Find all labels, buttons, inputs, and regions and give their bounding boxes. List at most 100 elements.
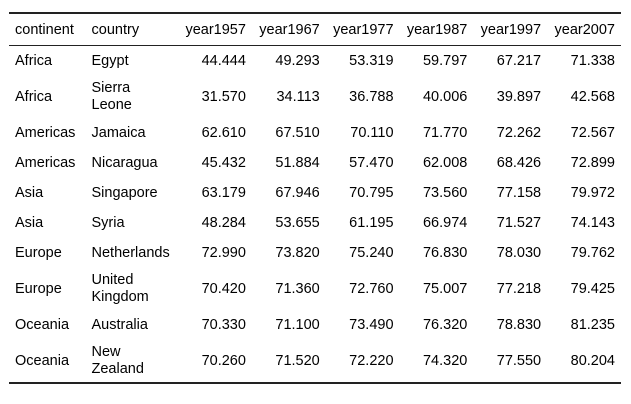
cell-year1977: 53.319 [349,52,394,69]
cell-country: Nicaragua [91,154,158,171]
cell-year1957: 44.444 [201,52,246,69]
cell-year1967: 67.946 [275,184,320,201]
cell-continent: Europe [15,280,62,297]
cell-year1957: 70.260 [201,352,246,369]
table-row: Asia Syria 48.284 53.655 61.195 66.974 71.527 7… [9,208,621,238]
cell-year1967: 51.884 [275,154,320,171]
cell-year1957: 63.179 [201,184,246,201]
column-header-year1977: year1977 [333,21,394,38]
cell-year1997: 78.030 [496,244,542,261]
cell-year1997: 67.217 [496,52,542,69]
cell-year1957: 31.570 [201,88,246,105]
cell-year1987: 76.830 [422,244,468,261]
cell-continent: Oceania [15,316,70,333]
column-header-continent: continent [15,21,74,38]
cell-country: United Kingdom [91,272,149,305]
cell-year1987: 40.006 [422,88,468,105]
cell-year1987: 66.974 [422,214,468,231]
cell-year2007: 74.143 [570,214,615,231]
cell-continent: Africa [15,88,53,105]
life-expectancy-table: continent country year1957 year1967 year1977… [9,12,621,384]
cell-year1977: 72.220 [349,352,394,369]
cell-year1987: 73.560 [422,184,468,201]
cell-year1987: 59.797 [422,52,468,69]
cell-continent: Oceania [15,352,70,369]
table-row: Oceania Australia 70.330 71.100 73.490 76.320… [9,310,621,340]
cell-year1997: 78.830 [496,316,542,333]
cell-year1957: 70.420 [201,280,246,297]
cell-year2007: 79.762 [570,244,615,261]
cell-continent: Asia [15,214,44,231]
table-row: Europe United Kingdom 70.420 71.360 72.760 75… [9,268,621,310]
cell-year2007: 80.204 [570,352,615,369]
cell-country: Australia [91,316,148,333]
cell-year1997: 77.550 [496,352,542,369]
column-header-year1997: year1997 [480,21,542,38]
cell-year1967: 49.293 [275,52,320,69]
cell-year1997: 77.158 [496,184,542,201]
cell-year1987: 74.320 [422,352,468,369]
cell-year1987: 62.008 [422,154,468,171]
cell-year1967: 53.655 [275,214,320,231]
table-row: Africa Sierra Leone 31.570 34.113 36.788 40.0… [9,76,621,118]
cell-year1967: 71.520 [275,352,320,369]
cell-continent: Americas [15,124,76,141]
table-row: Americas Jamaica 62.610 67.510 70.110 71.770 7… [9,118,621,148]
cell-country: Singapore [91,184,158,201]
cell-year1957: 70.330 [201,316,246,333]
header-row: continent country year1957 year1967 year1977… [9,13,621,46]
table-header: continent country year1957 year1967 year1977… [9,13,621,46]
column-header-year1967: year1967 [259,21,320,38]
cell-country: Egypt [91,52,129,69]
cell-country: Netherlands [91,244,170,261]
table-row: Africa Egypt 44.444 49.293 53.319 59.797 67.21… [9,46,621,77]
cell-year1987: 71.770 [422,124,468,141]
table-row: Europe Netherlands 72.990 73.820 75.240 76.83… [9,238,621,268]
cell-year1987: 76.320 [422,316,468,333]
cell-year1957: 72.990 [201,244,246,261]
cell-year1977: 72.760 [349,280,394,297]
cell-year1977: 70.795 [349,184,394,201]
cell-continent: Africa [15,52,53,69]
cell-year1997: 77.218 [496,280,542,297]
cell-year1957: 48.284 [201,214,246,231]
cell-year1977: 61.195 [349,214,394,231]
cell-year1967: 34.113 [276,88,320,105]
cell-year2007: 42.568 [570,88,615,105]
cell-year1977: 73.490 [349,316,394,333]
column-header-year2007: year2007 [554,21,615,38]
table-row: Asia Singapore 63.179 67.946 70.795 73.560 77.… [9,178,621,208]
cell-year1997: 72.262 [496,124,542,141]
table-body: Africa Egypt 44.444 49.293 53.319 59.797 67.21… [9,46,621,383]
cell-year2007: 71.338 [570,52,615,69]
cell-year1957: 62.610 [201,124,246,141]
cell-year1977: 57.470 [349,154,394,171]
data-table-container: continent country year1957 year1967 year1977… [9,12,621,384]
cell-year2007: 81.235 [570,316,615,333]
cell-continent: Asia [15,184,44,201]
cell-year1957: 45.432 [201,154,246,171]
cell-year1997: 39.897 [496,88,542,105]
cell-country: Sierra Leone [91,80,132,113]
cell-year1967: 67.510 [275,124,320,141]
table-row: Oceania New Zealand 70.260 71.520 72.220 74.3… [9,340,621,383]
cell-year2007: 72.567 [570,124,615,141]
cell-year1967: 71.360 [275,280,320,297]
cell-continent: Americas [15,154,76,171]
cell-year1967: 73.820 [275,244,320,261]
table-row: Americas Nicaragua 45.432 51.884 57.470 62.00… [9,148,621,178]
cell-year1977: 70.110 [350,124,394,141]
cell-country: Jamaica [91,124,146,141]
cell-year1967: 71.100 [275,316,320,333]
cell-year1997: 71.527 [496,214,542,231]
cell-country: Syria [91,214,125,231]
cell-year1987: 75.007 [422,280,468,297]
cell-year2007: 79.972 [570,184,615,201]
cell-year1997: 68.426 [496,154,542,171]
cell-year1977: 36.788 [349,88,394,105]
cell-continent: Europe [15,244,62,261]
cell-year2007: 79.425 [570,280,615,297]
cell-country: New Zealand [91,344,144,377]
cell-year2007: 72.899 [570,154,615,171]
cell-year1977: 75.240 [349,244,394,261]
